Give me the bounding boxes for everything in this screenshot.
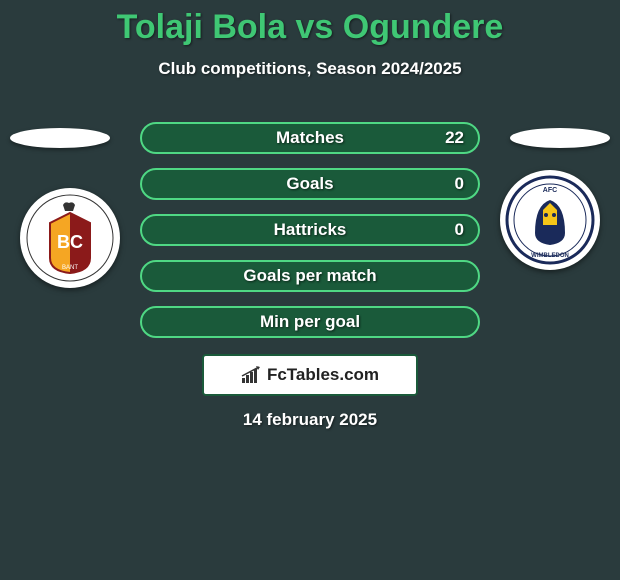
subtitle: Club competitions, Season 2024/2025	[0, 59, 620, 79]
date-label: 14 february 2025	[0, 410, 620, 430]
country-flag-left	[10, 128, 110, 148]
stat-row-matches: Matches 22	[140, 122, 480, 154]
stat-label: Min per goal	[142, 312, 478, 332]
chart-icon	[241, 366, 263, 384]
club-badge-left: BC BANT	[20, 188, 120, 288]
wimbledon-badge-icon: AFC WIMBLEDON	[505, 175, 595, 265]
stat-value: 0	[455, 220, 464, 240]
stat-label: Goals	[142, 174, 478, 194]
stat-row-hattricks: Hattricks 0	[140, 214, 480, 246]
svg-text:BANT: BANT	[62, 265, 78, 271]
country-flag-right	[510, 128, 610, 148]
brand-text: FcTables.com	[267, 365, 379, 385]
stat-row-goals-per-match: Goals per match	[140, 260, 480, 292]
svg-text:WIMBLEDON: WIMBLEDON	[531, 253, 569, 259]
club-badge-right: AFC WIMBLEDON	[500, 170, 600, 270]
svg-text:BC: BC	[57, 232, 83, 252]
stat-label: Matches	[142, 128, 478, 148]
bradford-badge-icon: BC BANT	[25, 193, 115, 283]
stat-value: 0	[455, 174, 464, 194]
stat-row-goals: Goals 0	[140, 168, 480, 200]
brand-watermark: FcTables.com	[202, 354, 418, 396]
stat-label: Goals per match	[142, 266, 478, 286]
stat-label: Hattricks	[142, 220, 478, 240]
stat-value: 22	[445, 128, 464, 148]
stats-container: Matches 22 Goals 0 Hattricks 0 Goals per…	[140, 122, 480, 352]
svg-text:AFC: AFC	[543, 187, 557, 194]
stat-row-min-per-goal: Min per goal	[140, 306, 480, 338]
page-title: Tolaji Bola vs Ogundere	[0, 0, 620, 47]
